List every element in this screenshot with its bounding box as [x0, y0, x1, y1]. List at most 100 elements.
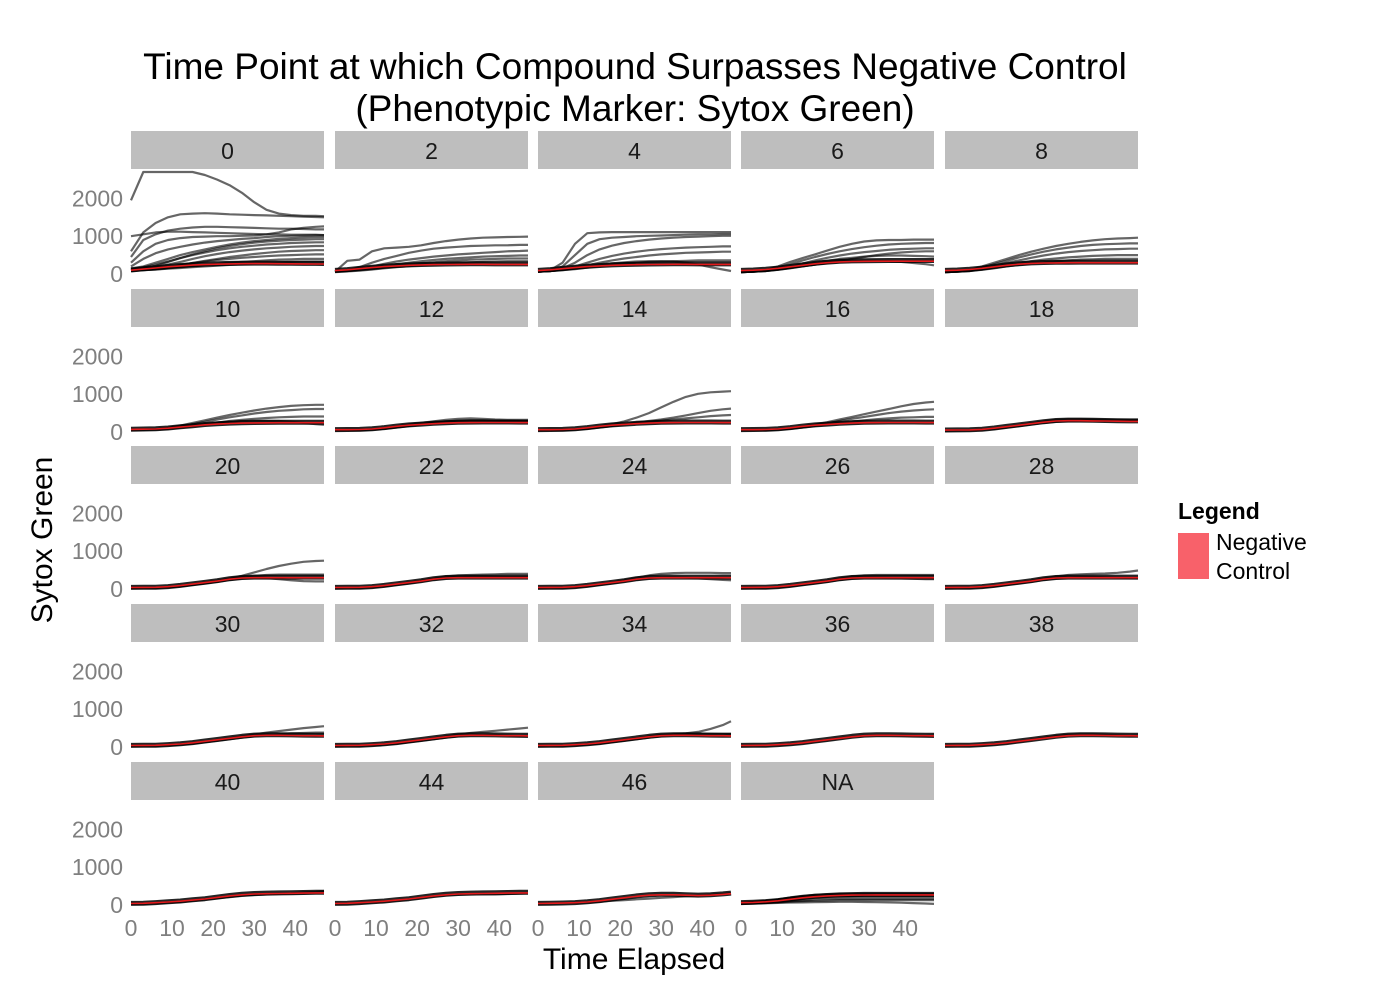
y-tick-label: 2000 [72, 185, 123, 211]
facet-panel: 4 [537, 131, 732, 273]
facet-strip-label: 44 [419, 769, 445, 795]
negative-control-line [130, 262, 324, 271]
facet-strip [741, 131, 934, 169]
facet-strip [131, 446, 324, 484]
negative-control-line [335, 421, 528, 431]
facet-strip-label: 10 [215, 296, 241, 322]
x-tick-label: 30 [241, 915, 267, 941]
facet-strip [945, 289, 1138, 327]
y-tick-label: 1000 [72, 223, 123, 249]
x-tick-label: 20 [607, 915, 633, 941]
compound-series-band [537, 574, 731, 590]
facet-panel: 0 [129, 131, 325, 273]
facet-panel: 16 [740, 289, 935, 433]
facet-strip-label: 34 [622, 611, 648, 637]
facet-strip [538, 446, 731, 484]
facet-panel: 22 [334, 446, 528, 590]
x-tick-label: 30 [851, 915, 877, 941]
facet-strip [131, 762, 324, 800]
facet-panel: 6 [740, 131, 935, 274]
x-tick-label: 10 [566, 915, 592, 941]
y-tick-label: 0 [110, 261, 123, 287]
facet-strip [335, 289, 528, 327]
facet-panel: 44 [334, 762, 529, 906]
facet-panel: 38 [944, 604, 1139, 748]
x-tick-label: 0 [532, 915, 545, 941]
y-tick-label: 2000 [72, 658, 123, 684]
y-axis-ticks: 0 1000 2000 0 1000 2000 0 1000 2000 0 1000 2000 0 100… [72, 185, 123, 918]
facet-panel: 10 [130, 289, 325, 432]
facet-strip-label: 4 [628, 138, 641, 164]
x-tick-label: 0 [735, 915, 748, 941]
facet-strip [538, 604, 731, 642]
y-tick-label: 0 [110, 576, 123, 602]
x-axis-label: Time Elapsed [543, 943, 725, 976]
x-tick-label: 40 [689, 915, 715, 941]
facet-strip-label: 14 [622, 296, 648, 322]
facet-strip-label: 30 [215, 611, 241, 637]
facet-strip [945, 446, 1138, 484]
negative-control-line [130, 734, 325, 747]
x-tick-label: 10 [769, 915, 795, 941]
facet-panel: 30 [130, 604, 325, 748]
y-tick-label: 0 [110, 892, 123, 918]
negative-control-line [130, 576, 324, 589]
x-tick-label: 30 [648, 915, 674, 941]
x-tick-label: 40 [892, 915, 918, 941]
negative-control-line [944, 576, 1138, 589]
legend-title: Legend [1178, 498, 1260, 524]
x-tick-label: 10 [159, 915, 185, 941]
facet-panel: 46 [537, 762, 732, 906]
chart-title: Time Point at which Compound Surpasses N… [143, 46, 1127, 87]
facet-strip-label: 24 [622, 453, 648, 479]
compound-series-line [130, 235, 324, 270]
compound-series-line [334, 243, 528, 273]
facet-strip-label: 20 [215, 453, 241, 479]
facet-strip [741, 762, 934, 800]
x-tick-label: 30 [445, 915, 471, 941]
facet-panel: 18 [944, 289, 1138, 433]
x-tick-label: 20 [200, 915, 226, 941]
facet-strip [131, 131, 324, 169]
facet-panel: 8 [944, 131, 1139, 274]
facet-strip-label: 26 [825, 453, 851, 479]
compound-series-band [537, 890, 732, 906]
facet-strip-label: 12 [419, 296, 445, 322]
facet-strip [335, 604, 528, 642]
y-tick-label: 2000 [72, 816, 123, 842]
x-tick-label: 0 [329, 915, 342, 941]
y-tick-label: 1000 [72, 696, 123, 722]
chart-subtitle: (Phenotypic Marker: Sytox Green) [355, 88, 914, 129]
legend-key-negative-control [1178, 533, 1209, 579]
compound-series-line [537, 234, 731, 273]
facet-strip-label: 16 [825, 296, 851, 322]
facet-strip [945, 604, 1138, 642]
facet-strip [538, 289, 731, 327]
negative-control-line [944, 419, 1138, 431]
compound-series-line [537, 232, 731, 273]
facet-strip-label: 28 [1029, 453, 1055, 479]
negative-control-line [537, 263, 731, 272]
facet-strip-label: 46 [622, 769, 648, 795]
facet-strip [538, 131, 731, 169]
facet-strip [741, 289, 934, 327]
negative-control-line [537, 892, 732, 905]
negative-control-line [538, 421, 731, 431]
y-tick-label: 1000 [72, 538, 123, 564]
negative-control-line [334, 892, 528, 905]
compound-series-line [130, 230, 325, 238]
y-tick-label: 2000 [72, 343, 123, 369]
x-tick-label: 20 [810, 915, 836, 941]
negative-control-line [334, 263, 528, 272]
facet-panel: 14 [537, 289, 732, 433]
facet-panel: 20 [130, 446, 325, 590]
facet-strip [131, 289, 324, 327]
x-tick-label: 40 [282, 915, 308, 941]
negative-control-line [740, 894, 934, 904]
negative-control-line [944, 734, 1139, 747]
negative-control-line [740, 260, 934, 272]
facet-strip-label: 32 [419, 611, 445, 637]
compound-series-line [130, 241, 324, 271]
